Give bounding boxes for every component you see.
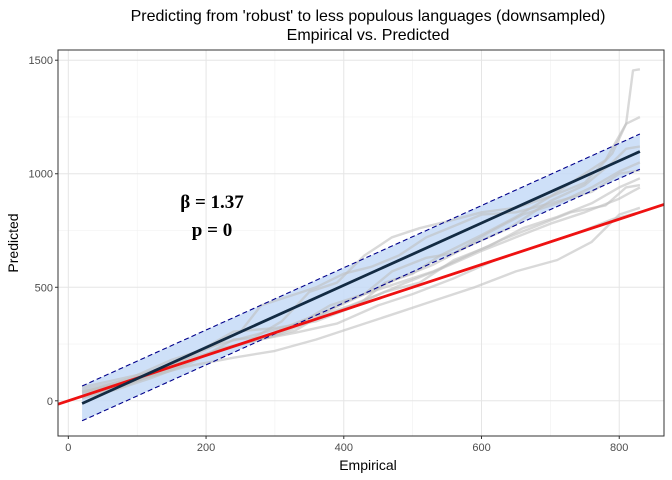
chart-subtitle: Empirical vs. Predicted: [287, 27, 450, 44]
lower-bound-line: [81, 168, 641, 422]
x-tick-label: 600: [472, 442, 490, 454]
x-tick-label: 400: [335, 442, 353, 454]
y-axis-title: Predicted: [5, 213, 21, 272]
x-tick-label: 200: [197, 442, 215, 454]
series-line: [81, 186, 641, 389]
fit-line: [81, 150, 641, 405]
series-line: [81, 161, 641, 400]
plot-border: [57, 49, 665, 437]
y-tick-label: 0: [47, 396, 53, 408]
upper-bound-line: [81, 133, 641, 387]
x-axis-title: Empirical: [339, 457, 397, 473]
y-tick-label: 500: [35, 282, 53, 294]
y-tick-label: 1500: [29, 55, 53, 67]
beta-annotation: β = 1.37: [180, 192, 244, 213]
x-tick-label: 0: [65, 442, 71, 454]
chart-title: Predicting from 'robust' to less populou…: [131, 8, 606, 25]
p-value-annotation: p = 0: [192, 220, 232, 241]
y-tick-label: 1000: [29, 169, 53, 181]
series-line: [81, 206, 641, 393]
reference-line: [58, 203, 664, 406]
x-tick-label: 800: [610, 442, 628, 454]
axis-ticks: 0 200 400 600 800 0 500 1000 1500: [29, 55, 629, 454]
